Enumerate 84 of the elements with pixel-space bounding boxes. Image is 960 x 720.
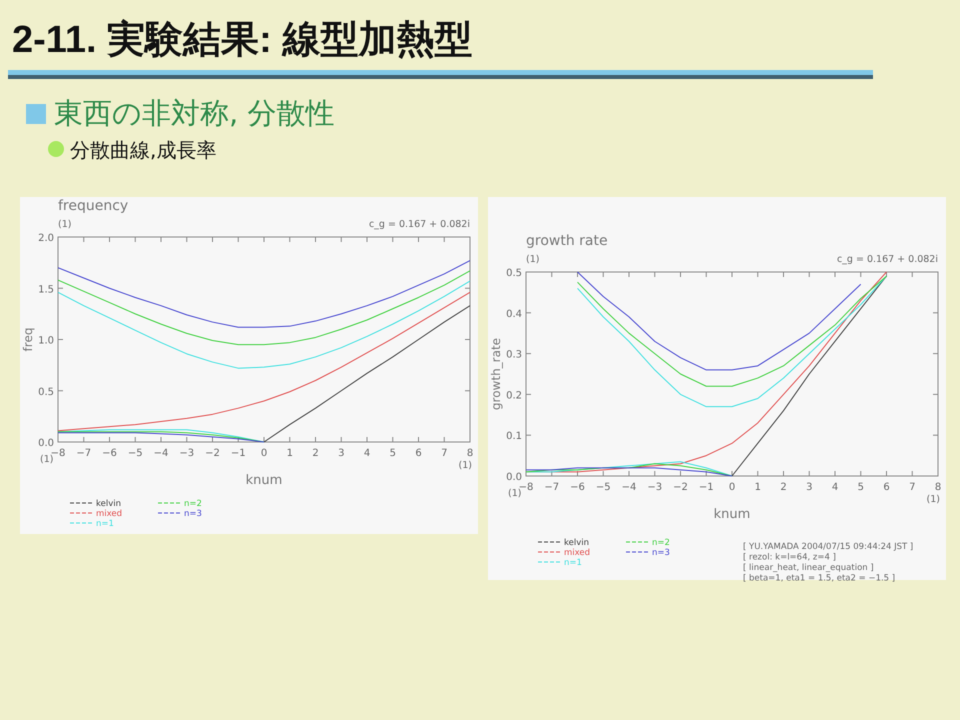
line-series — [58, 280, 470, 369]
text: (1) — [926, 494, 940, 505]
x-tick-label: 3 — [806, 482, 812, 493]
x-tick-label: 2 — [312, 448, 319, 459]
x-tick-label: −7 — [544, 482, 560, 493]
line-series — [58, 260, 470, 328]
x-tick-label: 0 — [260, 448, 268, 459]
text: [ beta=1, eta1 = 1.5, eta2 = −1.5 ] — [743, 574, 896, 584]
x-tick-label: 6 — [883, 482, 890, 493]
legend-label: n=2 — [652, 538, 670, 548]
legend-label: n=1 — [96, 519, 114, 529]
x-tick-label: −5 — [128, 448, 143, 459]
x-tick-label: −2 — [673, 482, 688, 493]
chart-title: growth rate — [526, 233, 608, 249]
text: (1) — [458, 460, 472, 471]
text: [ rezol: k=l=64, z=4 ] — [743, 552, 836, 562]
x-tick-label: 7 — [441, 448, 448, 459]
x-tick-label: 1 — [286, 448, 293, 459]
y-tick-label: 0.0 — [506, 472, 522, 483]
text: (1) — [526, 254, 540, 265]
y-tick-label: 1.0 — [38, 336, 54, 346]
legend-label: n=1 — [564, 558, 582, 568]
text: 東西の非対称, 分散性 — [54, 96, 334, 130]
legend-label: n=2 — [184, 499, 202, 509]
line-series — [577, 276, 887, 408]
line-series — [526, 467, 732, 476]
text: (1) — [58, 219, 72, 230]
y-axis-title: freq — [21, 328, 35, 352]
legend-label: mixed — [564, 548, 590, 558]
x-tick-label: −6 — [570, 482, 585, 493]
x-tick-label: −5 — [596, 482, 611, 493]
y-tick-label: 0.1 — [506, 431, 522, 442]
y-tick-label: 0.3 — [506, 350, 522, 361]
x-tick-label: 2 — [780, 482, 787, 493]
y-tick-label: 0.5 — [38, 386, 54, 398]
y-tick-label: 2.0 — [38, 233, 54, 244]
x-tick-label: 8 — [466, 448, 474, 459]
y-tick-label: 0.0 — [38, 438, 54, 449]
x-tick-label: 5 — [390, 448, 396, 459]
y-tick-label: 0.5 — [506, 268, 522, 279]
text: 分散曲線,成長率 — [70, 138, 216, 162]
x-tick-label: −1 — [698, 482, 714, 493]
text: [ YU.YAMADA 2004/07/15 09:44:24 JST ] — [743, 542, 914, 552]
x-tick-label: −3 — [179, 448, 194, 459]
y-tick-label: 0.4 — [506, 308, 522, 320]
line-series — [58, 292, 470, 432]
x-tick-label: 7 — [909, 482, 916, 493]
x-tick-label: 6 — [415, 448, 422, 459]
x-tick-label: −6 — [102, 448, 117, 459]
text: (1) — [508, 488, 522, 499]
x-axis-title: knum — [246, 473, 282, 488]
x-tick-label: −2 — [205, 448, 220, 459]
legend-label: n=3 — [652, 548, 670, 558]
legend-label: n=3 — [184, 509, 202, 519]
line-series — [732, 276, 887, 476]
y-tick-label: 0.2 — [506, 390, 522, 402]
line-series — [58, 270, 470, 346]
x-tick-label: 3 — [338, 448, 344, 459]
text: c_g = 0.167 + 0.082i — [368, 219, 470, 230]
line-series — [264, 305, 470, 442]
x-tick-label: 4 — [364, 448, 370, 459]
legend-label: kelvin — [564, 538, 589, 548]
x-tick-label: 0 — [728, 482, 736, 493]
x-tick-label: −3 — [647, 482, 662, 493]
y-tick-label: 1.5 — [38, 284, 54, 296]
text: [ linear_heat, linear_equation ] — [743, 563, 874, 573]
x-tick-label: 1 — [754, 482, 761, 493]
y-axis-title: growth_rate — [489, 338, 503, 410]
line-series — [577, 272, 862, 370]
x-tick-label: 4 — [832, 482, 838, 493]
chart-title: frequency — [58, 198, 128, 214]
x-tick-label: 8 — [934, 482, 942, 493]
text: (1) — [40, 454, 54, 465]
legend-label: mixed — [96, 509, 122, 519]
text: 2-11. 実験結果: 線型加熱型 — [12, 18, 472, 61]
text: c_g = 0.167 + 0.082i — [836, 254, 938, 265]
line-series — [577, 276, 887, 387]
x-tick-label: 5 — [858, 482, 864, 493]
x-tick-label: −4 — [622, 482, 636, 493]
x-tick-label: −7 — [76, 448, 92, 459]
x-axis-title: knum — [714, 507, 750, 522]
x-tick-label: −1 — [230, 448, 246, 459]
x-tick-label: −4 — [154, 448, 168, 459]
legend-label: kelvin — [96, 499, 121, 509]
